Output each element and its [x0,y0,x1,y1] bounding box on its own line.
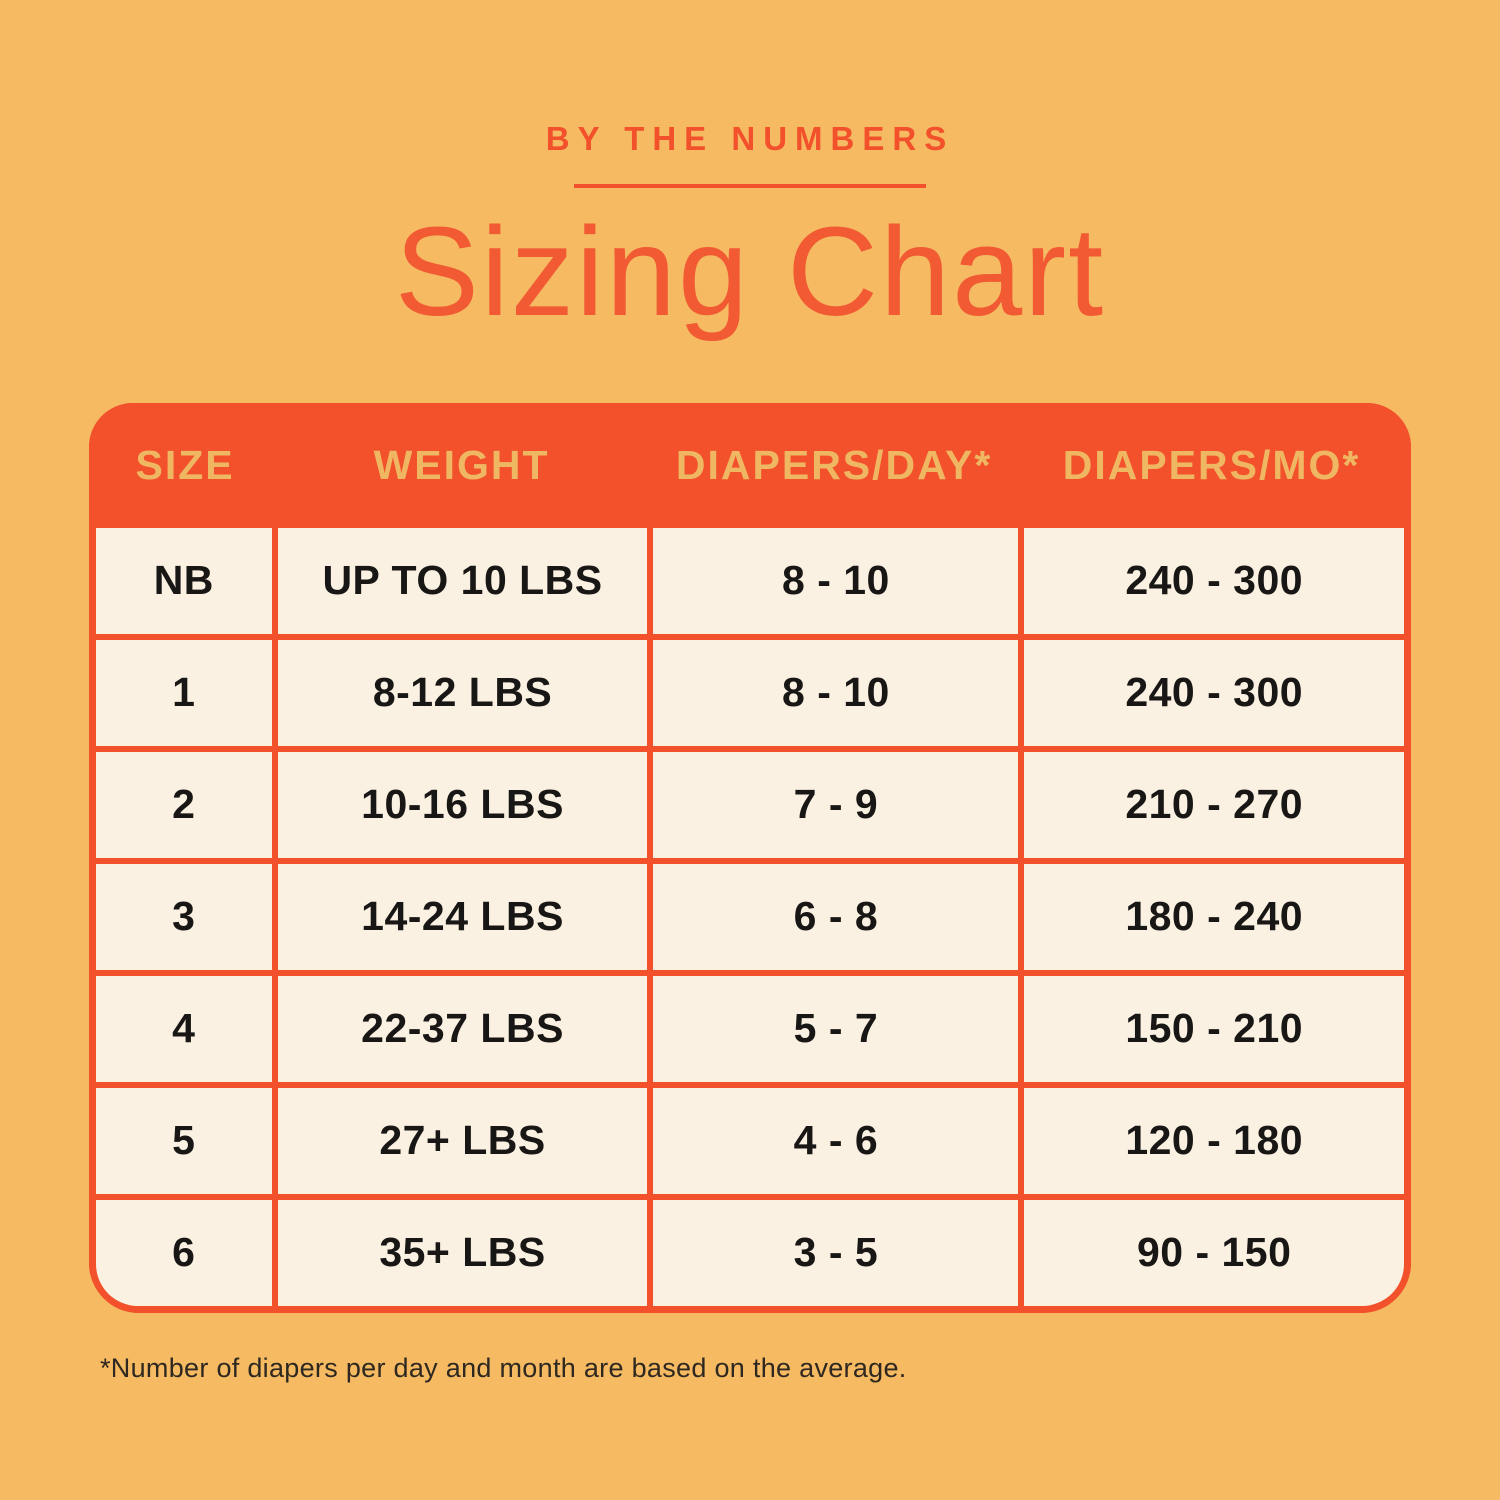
table-cell: 5 - 7 [653,975,1019,1082]
table-cell: 210 - 270 [1024,751,1404,858]
table-cell: 90 - 150 [1024,1199,1404,1306]
table-cell: 240 - 300 [1024,639,1404,746]
footnote: *Number of diapers per day and month are… [100,1352,907,1383]
header-cell-weight: WEIGHT [373,441,550,488]
page-background: BY THE NUMBERS Sizing Chart SIZE WEIGHT DI… [0,120,1500,1500]
header-cell-diapers-day: DIAPERS/DAY* [675,441,993,488]
table-cell: NB [96,527,272,634]
table-cell: 3 [96,863,272,970]
table-header-row: SIZE WEIGHT DIAPERS/DAY* DIAPERS/MO* [89,402,1411,528]
table-row: 5 27+ LBS 4 - 6 120 - 180 [96,1087,1404,1194]
table-cell: 27+ LBS [277,1087,648,1194]
table-cell: 150 - 210 [1024,975,1404,1082]
table-cell: 120 - 180 [1024,1087,1404,1194]
table-cell: UP TO 10 LBS [277,527,648,634]
header-cell-diapers-mo: DIAPERS/MO* [1062,441,1361,488]
table-row: 6 35+ LBS 3 - 5 90 - 150 [96,1199,1404,1306]
table-cell: 35+ LBS [277,1199,648,1306]
table-cell: 14-24 LBS [277,863,648,970]
table-row: 1 8-12 LBS 8 - 10 240 - 300 [96,639,1404,746]
table-cell: 180 - 240 [1024,863,1404,970]
table-cell: 4 - 6 [653,1087,1019,1194]
header-cell-size: SIZE [135,441,235,488]
table-cell: 1 [96,639,272,746]
table-cell: 7 - 9 [653,751,1019,858]
sizing-table: SIZE WEIGHT DIAPERS/DAY* DIAPERS/MO* NB UP T… [89,402,1411,1313]
table-cell: 8 - 10 [653,527,1019,634]
table-cell: 8 - 10 [653,639,1019,746]
table-cell: 6 - 8 [653,863,1019,970]
table-body: NB UP TO 10 LBS 8 - 10 240 - 300 1 8-12 LBS 8 … [89,527,1411,1313]
table-row: 3 14-24 LBS 6 - 8 180 - 240 [96,863,1404,970]
eyebrow-label: BY THE NUMBERS [545,120,955,157]
table-cell: 6 [96,1199,272,1306]
table-row: NB UP TO 10 LBS 8 - 10 240 - 300 [96,527,1404,634]
table-cell: 10-16 LBS [277,751,648,858]
table-row: 2 10-16 LBS 7 - 9 210 - 270 [96,751,1404,858]
table-cell: 3 - 5 [653,1199,1019,1306]
table-cell: 2 [96,751,272,858]
page-title: Sizing Chart [394,201,1106,342]
divider-line [574,184,926,188]
table-cell: 8-12 LBS [277,639,648,746]
table-cell: 22-37 LBS [277,975,648,1082]
table-cell: 5 [96,1087,272,1194]
table-cell: 240 - 300 [1024,527,1404,634]
table-row: 4 22-37 LBS 5 - 7 150 - 210 [96,975,1404,1082]
table-cell: 4 [96,975,272,1082]
